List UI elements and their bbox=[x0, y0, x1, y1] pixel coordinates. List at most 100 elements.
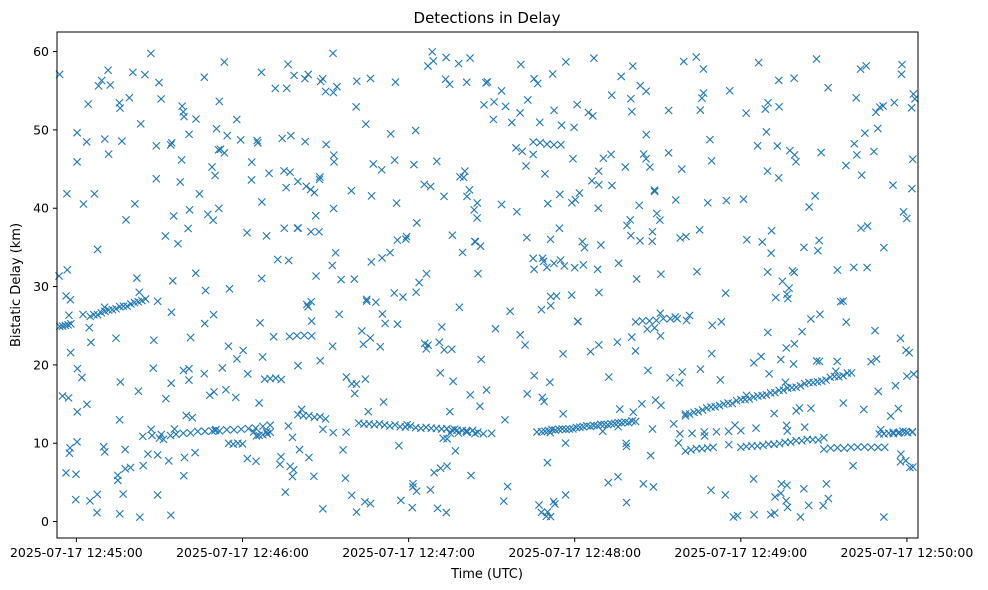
data-point-584 bbox=[856, 224, 865, 233]
data-point-92 bbox=[839, 297, 848, 306]
data-point-490 bbox=[873, 124, 882, 133]
data-point-173 bbox=[815, 357, 824, 366]
data-point-300 bbox=[790, 339, 799, 348]
data-point-187 bbox=[767, 249, 776, 258]
data-point-243 bbox=[479, 100, 488, 109]
data-point-213 bbox=[307, 317, 316, 326]
data-point-362 bbox=[359, 340, 368, 349]
data-point-11 bbox=[530, 371, 539, 380]
data-point-819 bbox=[770, 388, 779, 397]
data-point-854 bbox=[819, 445, 828, 454]
data-point-853 bbox=[819, 433, 828, 442]
data-point-604 bbox=[571, 195, 580, 204]
data-point-426 bbox=[318, 425, 327, 434]
data-point-303 bbox=[169, 211, 178, 220]
data-point-485 bbox=[631, 346, 640, 355]
data-point-618 bbox=[99, 442, 108, 451]
x-tick-label-2: 2025-07-17 12:47:00 bbox=[342, 545, 475, 560]
data-point-301 bbox=[436, 464, 445, 473]
data-point-831 bbox=[822, 376, 830, 385]
data-point-124 bbox=[442, 53, 451, 62]
data-point-309 bbox=[275, 460, 284, 469]
data-point-617 bbox=[626, 94, 635, 103]
data-point-497 bbox=[153, 297, 162, 306]
data-point-556 bbox=[271, 84, 280, 93]
data-point-583 bbox=[247, 175, 256, 184]
data-point-861 bbox=[867, 443, 876, 452]
data-point-650 bbox=[64, 320, 73, 329]
data-point-691 bbox=[258, 430, 267, 439]
data-point-551 bbox=[545, 378, 554, 387]
data-point-368 bbox=[742, 109, 751, 118]
data-point-756 bbox=[554, 425, 563, 434]
data-point-146 bbox=[136, 119, 145, 128]
data-point-569 bbox=[377, 165, 386, 174]
data-point-682 bbox=[244, 424, 253, 433]
data-point-202 bbox=[656, 309, 665, 318]
data-point-450 bbox=[182, 411, 191, 420]
data-point-321 bbox=[236, 135, 245, 144]
data-point-872 bbox=[889, 428, 898, 437]
data-point-119 bbox=[126, 463, 135, 472]
data-point-76 bbox=[699, 64, 708, 73]
data-point-354 bbox=[122, 215, 131, 224]
data-point-606 bbox=[535, 501, 543, 509]
data-point-134 bbox=[352, 508, 361, 517]
data-point-735 bbox=[446, 429, 455, 438]
data-point-288 bbox=[626, 215, 635, 224]
data-point-319 bbox=[458, 248, 467, 257]
data-point-220 bbox=[804, 501, 813, 510]
data-point-646 bbox=[789, 359, 798, 368]
data-point-518 bbox=[164, 456, 173, 465]
data-point-592 bbox=[167, 379, 176, 388]
data-point-236 bbox=[329, 428, 338, 437]
data-point-631 bbox=[643, 325, 652, 334]
data-point-619 bbox=[121, 464, 130, 473]
data-point-448 bbox=[218, 363, 227, 372]
data-point-488 bbox=[785, 284, 794, 293]
data-point-22 bbox=[497, 200, 506, 209]
y-axis-ticks: 0 10 20 30 40 50 60 bbox=[33, 44, 57, 529]
data-point-435 bbox=[361, 120, 370, 129]
data-point-209 bbox=[604, 478, 613, 487]
data-point-166 bbox=[328, 261, 337, 270]
data-point-463 bbox=[705, 135, 714, 144]
data-point-83 bbox=[824, 494, 833, 503]
data-point-281 bbox=[555, 224, 564, 233]
data-point-746 bbox=[529, 254, 538, 263]
data-point-116 bbox=[342, 428, 351, 437]
data-point-436 bbox=[548, 70, 557, 78]
data-point-479 bbox=[568, 154, 577, 163]
data-point-58 bbox=[390, 289, 399, 297]
x-axis-ticks: 2025-07-17 12:45:00 2025-07-17 12:46:00 20… bbox=[10, 538, 973, 560]
data-point-291 bbox=[445, 407, 454, 416]
data-point-86 bbox=[115, 509, 124, 518]
data-point-523 bbox=[682, 232, 691, 241]
data-point-307 bbox=[288, 433, 297, 442]
data-point-345 bbox=[696, 365, 705, 374]
data-point-445 bbox=[879, 102, 888, 111]
data-point-101 bbox=[778, 277, 787, 286]
data-point-7 bbox=[676, 234, 685, 243]
data-point-23 bbox=[191, 448, 200, 457]
data-point-204 bbox=[84, 100, 93, 109]
data-point-778 bbox=[631, 417, 640, 426]
data-point-813 bbox=[745, 394, 754, 403]
data-point-112 bbox=[754, 58, 763, 67]
data-point-333 bbox=[331, 248, 340, 257]
data-point-391 bbox=[378, 253, 387, 262]
data-point-522 bbox=[111, 334, 120, 343]
data-point-739 bbox=[479, 429, 488, 438]
data-point-222 bbox=[341, 474, 350, 483]
data-point-413 bbox=[766, 510, 775, 519]
data-point-125 bbox=[155, 78, 163, 87]
data-point-181 bbox=[284, 256, 293, 265]
data-point-465 bbox=[489, 115, 498, 124]
data-point-392 bbox=[115, 415, 124, 424]
data-point-386 bbox=[561, 57, 570, 66]
data-point-381 bbox=[290, 71, 299, 80]
data-point-859 bbox=[853, 443, 862, 452]
data-point-395 bbox=[258, 353, 267, 361]
data-point-705 bbox=[292, 331, 301, 340]
data-point-549 bbox=[347, 186, 356, 195]
